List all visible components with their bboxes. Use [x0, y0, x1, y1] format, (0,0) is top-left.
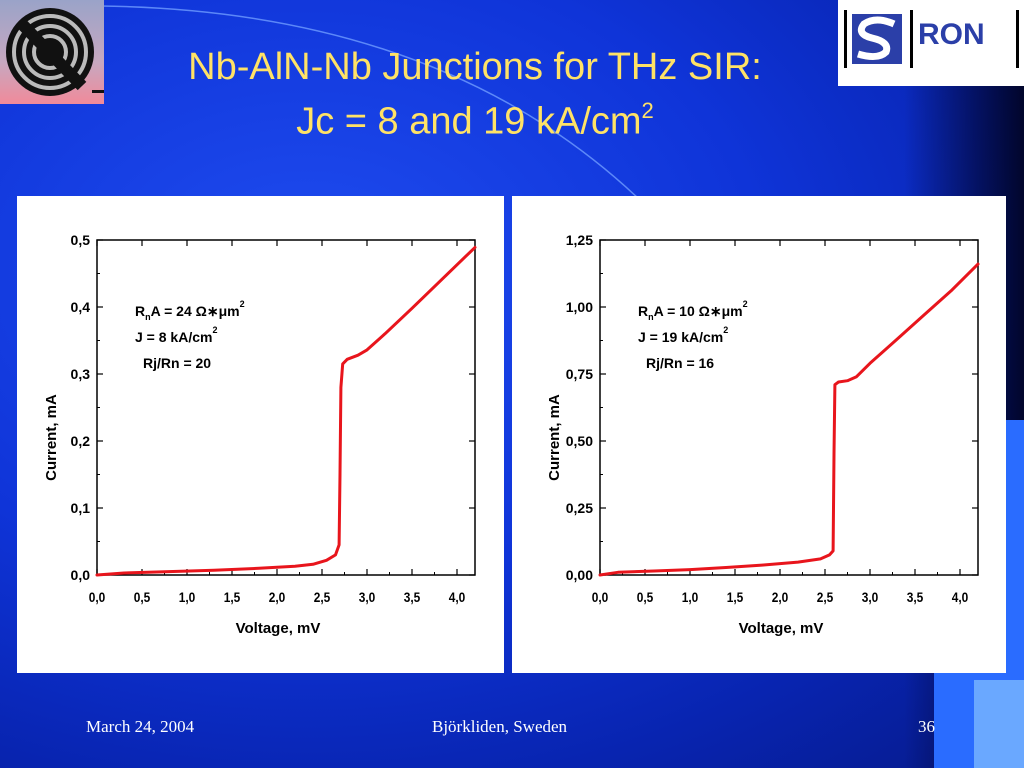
annotation-line: RnA = 24 Ω∗μm2 [135, 299, 245, 322]
chart-left: 0,0 0,5 1,0 1,5 2,0 2,5 3,0 3,5 4,0 0,0 0,1 0,2 0,3 0… [43, 232, 477, 637]
x-axis-label: Voltage, mV [739, 620, 824, 637]
x-tick-label: 2,5 [817, 589, 834, 605]
annotation-line: Rj/Rn = 20 [143, 355, 211, 371]
annotation-line: Rj/Rn = 16 [646, 355, 714, 371]
title-line-1: Nb-AlN-Nb Junctions for THz SIR: [188, 46, 762, 88]
annotation-part: R [135, 303, 145, 319]
x-tick-label: 2,0 [772, 589, 789, 605]
annotation-part: 2 [743, 299, 748, 309]
annotation-part: 2 [212, 325, 217, 335]
x-tick-label: 3,5 [907, 589, 924, 605]
x-tick-label: 4,0 [449, 589, 466, 605]
annotation-part: R [638, 303, 648, 319]
y-tick-label: 0,4 [71, 299, 91, 315]
y-tick-label: 1,25 [566, 232, 593, 248]
footer-date: March 24, 2004 [86, 717, 195, 736]
y-tick-label: 0,75 [566, 366, 593, 382]
plot-frame [599, 239, 979, 576]
x-tick-label: 2,5 [314, 589, 331, 605]
iv-curve-series [95, 245, 477, 577]
y-axis-label: Current, mA [43, 394, 60, 481]
y-tick-label: 0,50 [566, 433, 593, 449]
y-tick-label: 0,25 [566, 500, 593, 516]
y-tick-label: 0,5 [71, 232, 91, 248]
sron-logo-text: RON [918, 18, 985, 51]
y-tick-label: 0,2 [71, 433, 91, 449]
institute-logo-icon [0, 0, 104, 104]
x-tick-label: 1,5 [727, 589, 744, 605]
x-tick-label: 3,5 [404, 589, 421, 605]
x-tick-label: 3,0 [862, 589, 879, 605]
title-superscript: 2 [641, 98, 654, 123]
sron-logo: RON [838, 0, 1024, 86]
y-axis-label: Current, mA [546, 394, 563, 481]
right-decoration-bar-light [974, 680, 1024, 768]
annotation-part: 2 [240, 299, 245, 309]
y-tick-label: 0,0 [71, 567, 91, 583]
chart-panel-right: 0,0 0,5 1,0 1,5 2,0 2,5 3,0 3,5 4,0 0,00 0,25 0,50 0… [512, 196, 1006, 673]
y-tick-label: 0,1 [71, 500, 91, 516]
title-line-2-text: Jc = 8 and 19 kA/cm [296, 100, 642, 143]
chart-right: 0,0 0,5 1,0 1,5 2,0 2,5 3,0 3,5 4,0 0,00 0,25 0,50 0… [546, 232, 980, 637]
x-tick-label: 0,5 [637, 589, 654, 605]
annotation-line: J = 19 kA/cm2 [638, 325, 728, 345]
slide-title: Nb-AlN-Nb Junctions for THz SIR: Jc = 8 … [110, 44, 840, 145]
annotation-part: J = 19 kA/cm [638, 329, 723, 345]
x-tick-label: 1,0 [682, 589, 699, 605]
x-tick-label: 3,0 [359, 589, 376, 605]
annotation-part: 2 [723, 325, 728, 335]
title-line-2: Jc = 8 and 19 kA/cm2 [110, 90, 840, 145]
sron-logo-icon: RON [844, 10, 1019, 68]
iv-curve-series [598, 262, 980, 577]
annotation-part: A = 10 Ω∗μm [654, 303, 743, 319]
annotation-part: n [648, 312, 654, 322]
y-tick-label: 0,00 [566, 567, 593, 583]
footer-page-number: 36 [918, 717, 935, 736]
y-tick-label: 0,3 [71, 366, 91, 382]
x-tick-label: 0,5 [134, 589, 151, 605]
annotation-part: J = 8 kA/cm [135, 329, 212, 345]
footer-location: Björkliden, Sweden [432, 717, 568, 736]
x-tick-label: 1,5 [224, 589, 241, 605]
chart-panel-left: 0,0 0,5 1,0 1,5 2,0 2,5 3,0 3,5 4,0 0,0 0,1 0,2 0,3 0… [17, 196, 504, 673]
annotation-part: A = 24 Ω∗μm [151, 303, 240, 319]
annotation-line: RnA = 10 Ω∗μm2 [638, 299, 748, 322]
annotation-part: Rj/Rn = 20 [143, 355, 211, 371]
x-tick-label: 0,0 [89, 589, 106, 605]
plot-frame [96, 239, 476, 576]
x-tick-label: 4,0 [952, 589, 969, 605]
x-axis-label: Voltage, mV [236, 620, 321, 637]
x-tick-label: 0,0 [592, 589, 609, 605]
x-tick-label: 2,0 [269, 589, 286, 605]
y-tick-label: 1,00 [566, 299, 593, 315]
annotation-part: n [145, 312, 151, 322]
annotation-part: Rj/Rn = 16 [646, 355, 714, 371]
annotation-line: J = 8 kA/cm2 [135, 325, 217, 345]
x-tick-label: 1,0 [179, 589, 196, 605]
